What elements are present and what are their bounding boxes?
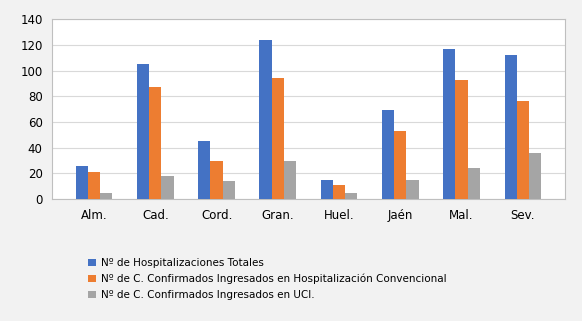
Bar [284, 160, 296, 199]
Bar [100, 193, 112, 199]
Bar [223, 181, 235, 199]
Bar [456, 80, 468, 199]
Bar [321, 180, 333, 199]
Bar [272, 78, 284, 199]
Bar [211, 160, 223, 199]
Bar [149, 87, 161, 199]
Legend: Nº de Hospitalizaciones Totales, Nº de C. Confirmados Ingresados en Hospitalizac: Nº de Hospitalizaciones Totales, Nº de C… [88, 258, 447, 300]
Bar [505, 55, 517, 199]
Bar [333, 185, 345, 199]
Bar [137, 64, 149, 199]
Bar [88, 172, 100, 199]
Bar [406, 180, 418, 199]
Bar [382, 110, 394, 199]
Bar [76, 166, 88, 199]
Bar [529, 153, 541, 199]
Bar [394, 131, 406, 199]
Bar [443, 49, 456, 199]
Bar [345, 193, 357, 199]
Bar [517, 101, 529, 199]
Bar [260, 40, 272, 199]
Bar [468, 168, 480, 199]
Bar [161, 176, 173, 199]
Bar [198, 141, 211, 199]
